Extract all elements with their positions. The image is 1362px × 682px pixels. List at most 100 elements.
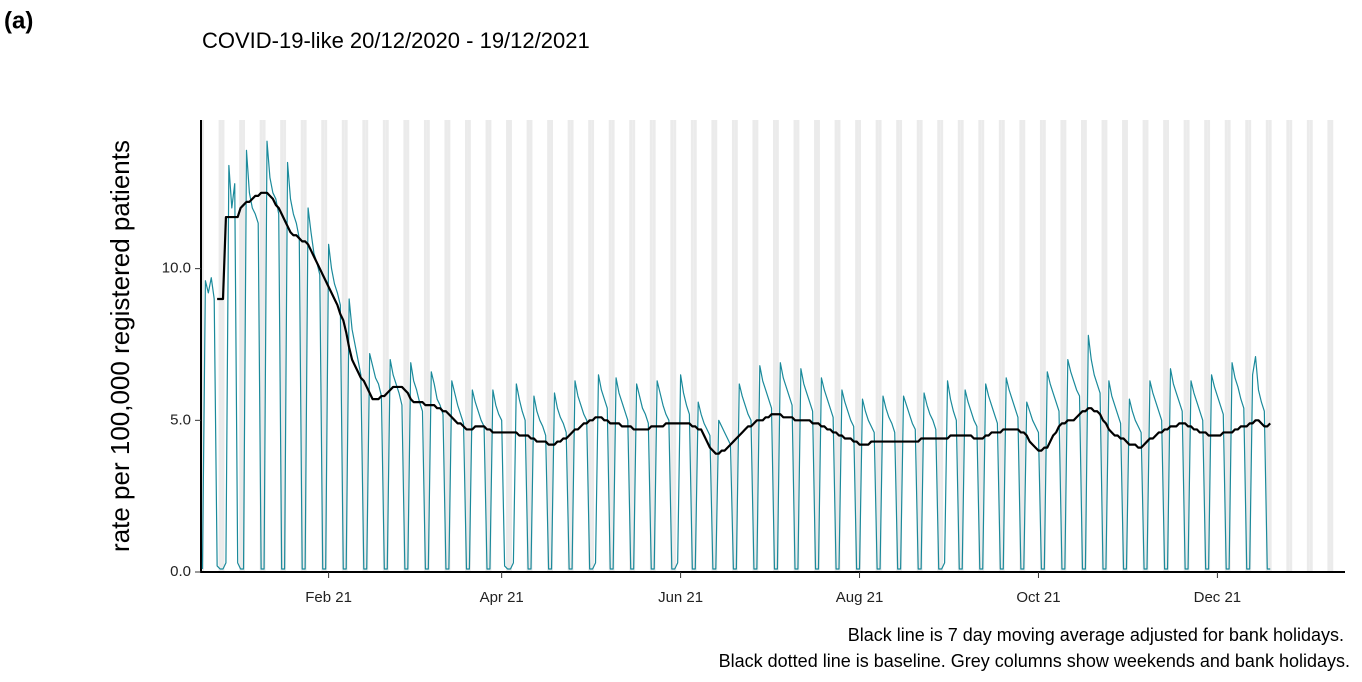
weekend-column: [817, 120, 820, 572]
weekend-column: [775, 120, 779, 572]
weekend-column: [960, 120, 964, 572]
panel-label: (a): [4, 7, 33, 34]
weekend-column: [1265, 120, 1269, 572]
weekend-column: [1186, 120, 1190, 572]
x-tick-label: Dec 21: [1194, 589, 1242, 606]
weekend-column: [526, 120, 530, 572]
x-tick-label: Feb 21: [305, 589, 352, 606]
y-tick-label: 5.0: [170, 411, 191, 428]
weekend-column: [385, 120, 389, 572]
weekend-column: [488, 120, 492, 572]
weekend-column: [485, 120, 489, 572]
weekend-column: [714, 120, 718, 572]
weekend-column: [1104, 120, 1108, 572]
weekend-column: [465, 120, 468, 572]
weekend-column: [652, 120, 656, 572]
weekend-column: [262, 120, 266, 572]
weekend-column: [1245, 120, 1249, 572]
weekend-columns: [201, 120, 1334, 572]
weekend-column: [693, 120, 697, 572]
weekend-column: [406, 120, 410, 572]
weekend-column: [981, 120, 985, 572]
weekend-column: [218, 120, 222, 572]
weekend-column: [280, 120, 284, 572]
weekend-column: [570, 120, 574, 572]
weekend-column: [1183, 120, 1187, 572]
weekend-column: [649, 120, 653, 572]
weekend-column: [591, 120, 595, 572]
y-tick-label: 0.0: [170, 563, 191, 580]
weekend-column: [444, 120, 448, 572]
weekend-column: [855, 120, 859, 572]
weekend-column: [1163, 120, 1167, 572]
weekend-column: [690, 120, 694, 572]
weekend-column: [1042, 120, 1046, 572]
weekend-column: [916, 120, 920, 572]
weekend-column: [1125, 120, 1128, 572]
series-line: [201, 140, 1271, 570]
chart-title: COVID-19-like 20/12/2020 - 19/12/2021: [202, 28, 590, 53]
weekend-column: [403, 120, 407, 572]
weekend-column: [752, 120, 756, 572]
series-line: [217, 191, 1271, 455]
weekend-column: [365, 120, 369, 572]
weekend-column: [303, 120, 307, 572]
weekend-column: [1204, 120, 1208, 572]
weekend-column: [344, 120, 348, 572]
weekend-column: [1083, 120, 1087, 572]
weekend-column: [1224, 120, 1228, 572]
weekend-column: [324, 120, 328, 572]
weekend-column: [673, 120, 677, 572]
x-tick-label: Oct 21: [1016, 589, 1060, 606]
weekend-column: [978, 120, 982, 572]
weekend-column: [259, 120, 263, 572]
weekend-column: [1306, 120, 1310, 572]
weekend-column: [1022, 120, 1026, 572]
weekend-column: [858, 120, 861, 572]
weekend-column: [773, 120, 776, 572]
weekend-column: [1207, 120, 1211, 572]
weekend-column: [1142, 120, 1146, 572]
weekend-column: [447, 120, 451, 572]
weekend-column: [1309, 120, 1313, 572]
x-tick-label: Jun 21: [658, 589, 703, 606]
x-tick-label: Apr 21: [480, 589, 524, 606]
weekend-column: [629, 120, 633, 572]
weekend-column: [550, 120, 553, 572]
y-axis-title: rate per 100,000 registered patients: [105, 140, 135, 552]
weekend-column: [1063, 120, 1067, 572]
weekend-column: [1039, 120, 1043, 572]
weekend-column: [426, 120, 430, 572]
weekend-column: [567, 120, 571, 572]
weekend-column: [1019, 120, 1023, 572]
weekend-column: [1101, 120, 1105, 572]
weekend-column: [423, 120, 427, 572]
weekend-column: [899, 120, 903, 572]
weekend-column: [834, 120, 838, 572]
weekend-column: [837, 120, 841, 572]
weekend-column: [608, 120, 612, 572]
weekend-column: [467, 120, 471, 572]
weekend-column: [1327, 120, 1331, 572]
y-tick-label: 10.0: [162, 260, 191, 277]
weekend-column: [896, 120, 900, 572]
weekend-column: [1268, 120, 1272, 572]
weekend-column: [1001, 120, 1005, 572]
weekend-column: [670, 120, 674, 572]
note: Black line is 7 day moving average adjus…: [848, 625, 1344, 645]
weekend-column: [362, 120, 366, 572]
weekend-column: [937, 120, 941, 572]
weekend-column: [940, 120, 944, 572]
weekend-column: [221, 120, 225, 572]
weekend-column: [201, 120, 204, 572]
weekend-column: [1122, 120, 1125, 572]
weekend-column: [1060, 120, 1064, 572]
note: Black dotted line is baseline. Grey colu…: [719, 651, 1350, 671]
weekend-column: [632, 120, 636, 572]
weekend-column: [998, 120, 1002, 572]
weekend-column: [814, 120, 817, 572]
weekend-column: [529, 120, 533, 572]
weekend-column: [957, 120, 961, 572]
weekend-column: [382, 120, 386, 572]
